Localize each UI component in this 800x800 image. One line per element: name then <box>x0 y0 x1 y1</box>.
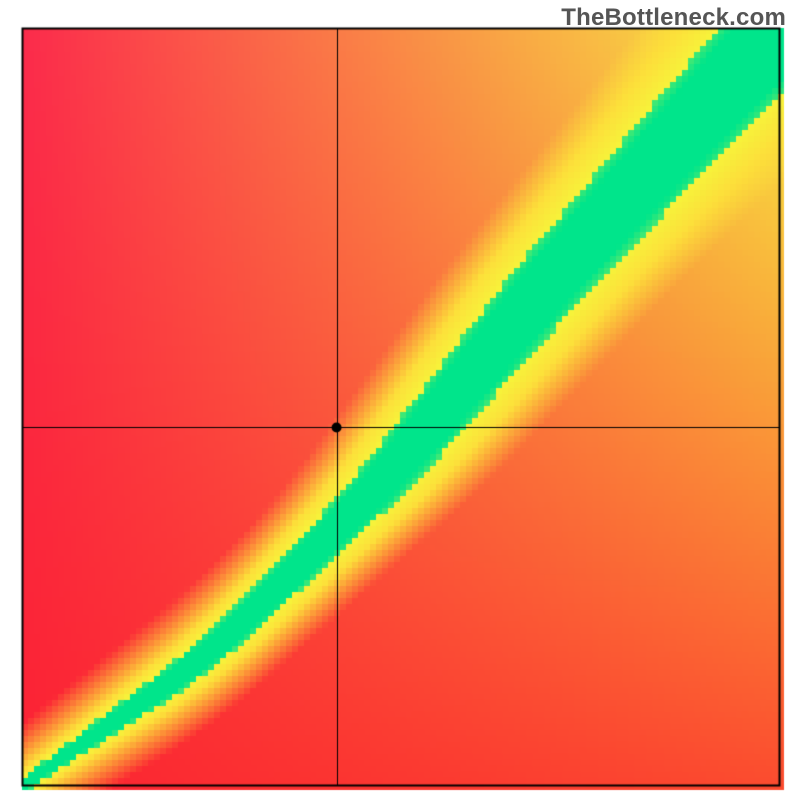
watermark-text: TheBottleneck.com <box>561 4 786 32</box>
bottleneck-heatmap <box>0 0 800 800</box>
chart-container: TheBottleneck.com <box>0 0 800 800</box>
